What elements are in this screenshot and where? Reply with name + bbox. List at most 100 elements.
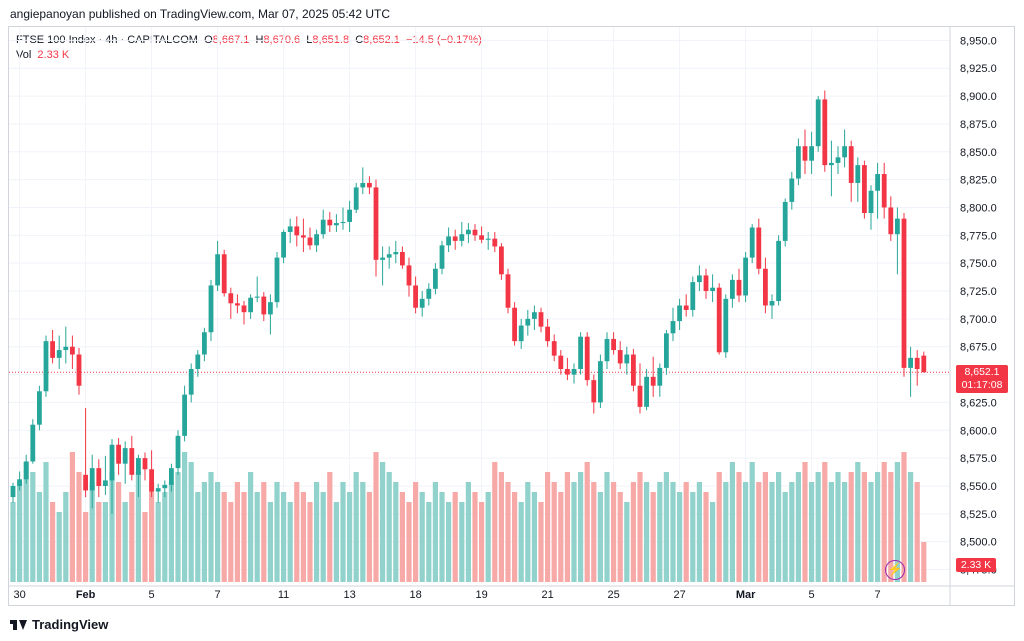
y-tick-label: 8,725.0: [960, 286, 997, 298]
candle-body: [512, 307, 517, 342]
volume-bar: [102, 502, 108, 582]
candle-body: [353, 187, 359, 210]
candle-body: [855, 165, 861, 183]
candle-body: [809, 146, 814, 161]
candle-body: [129, 448, 135, 475]
volume-bar: [149, 482, 155, 582]
candle-body: [17, 479, 22, 486]
candle-body: [624, 354, 630, 364]
volume-bar: [333, 502, 339, 582]
volume-bar: [221, 492, 227, 582]
volume-bar: [630, 482, 636, 582]
volume-bar: [307, 502, 313, 582]
candle-body: [683, 305, 689, 310]
footer-brand[interactable]: TradingView: [10, 617, 108, 632]
candle-body: [63, 346, 69, 351]
candle-body: [320, 219, 326, 235]
volume-bar: [413, 482, 419, 582]
candle-body: [631, 354, 636, 386]
candle-body: [96, 468, 102, 486]
volume-bar: [525, 482, 531, 582]
volume-bar: [116, 482, 122, 582]
candle-body: [169, 468, 174, 485]
candle-body: [287, 226, 293, 232]
volume-bar: [789, 482, 795, 582]
volume-value: 2.33 K: [37, 49, 70, 61]
volume-bar: [762, 472, 768, 582]
candle-body: [657, 367, 663, 386]
volume-bar: [373, 452, 379, 582]
candle-body: [261, 296, 267, 315]
x-tick-label: 27: [673, 589, 685, 601]
x-tick-label: 13: [343, 589, 355, 601]
candle-body: [749, 227, 755, 258]
candle-body: [697, 275, 702, 283]
candle-body: [571, 368, 577, 375]
volume-bar: [888, 472, 894, 582]
volume-bar: [505, 482, 511, 582]
volume-bar: [96, 502, 102, 582]
volume-bar: [756, 482, 762, 582]
y-tick-label: 8,800.0: [960, 202, 997, 214]
volume-bar: [314, 482, 320, 582]
candle-body: [136, 458, 141, 475]
volume-bar: [43, 462, 49, 582]
volume-bar: [406, 502, 412, 582]
volume-bar: [281, 492, 287, 582]
candle-body: [650, 376, 656, 386]
volume-bar: [426, 502, 432, 582]
candle-body: [472, 229, 478, 236]
volume-bar: [10, 502, 16, 582]
volume-bar: [683, 482, 689, 582]
volume-bar: [459, 502, 465, 582]
volume-bar: [446, 502, 452, 582]
candle-body: [56, 350, 62, 358]
candle-body: [611, 338, 616, 351]
candle-body: [248, 297, 253, 313]
bolt-icon[interactable]: ⚡: [885, 560, 905, 580]
candle-body: [360, 182, 366, 188]
volume-bar: [564, 472, 570, 582]
candle-body: [142, 458, 148, 470]
volume-bar: [69, 452, 75, 582]
candle-body: [314, 234, 319, 246]
volume-bar: [776, 472, 782, 582]
volume-bar: [749, 462, 755, 582]
candle-body: [268, 302, 273, 315]
candle-body: [413, 285, 418, 308]
volume-bar: [723, 482, 729, 582]
volume-bar: [83, 512, 89, 582]
volume-bar: [782, 492, 788, 582]
candle-body: [743, 257, 748, 296]
volume-bar: [551, 482, 557, 582]
y-tick-label: 8,850.0: [960, 147, 997, 159]
volume-bar: [677, 492, 683, 582]
candle-body: [155, 488, 161, 492]
candle-body: [914, 357, 920, 369]
volume-bar: [696, 482, 702, 582]
candle-body: [235, 303, 240, 306]
volume-bar: [815, 472, 821, 582]
volume-bar: [17, 482, 23, 582]
candle-body: [380, 257, 385, 260]
candle-body: [591, 380, 597, 403]
candle-body: [426, 288, 432, 299]
candle-body: [406, 265, 412, 286]
y-tick-label: 8,550.0: [960, 481, 997, 493]
candle-body: [664, 333, 669, 368]
candle-body: [446, 236, 451, 246]
candle-body: [254, 296, 260, 298]
candle-body: [281, 231, 286, 258]
candle-body: [822, 99, 828, 166]
footer-brand-label: TradingView: [32, 617, 109, 632]
candle-body: [122, 448, 128, 464]
candle-body: [103, 480, 108, 486]
candle-body: [598, 361, 603, 403]
volume-bar: [294, 482, 300, 582]
x-tick-label: Feb: [76, 589, 96, 601]
volume-bar: [921, 542, 927, 582]
candle-body: [769, 301, 775, 306]
volume-bar: [716, 472, 722, 582]
volume-bar: [215, 482, 221, 582]
